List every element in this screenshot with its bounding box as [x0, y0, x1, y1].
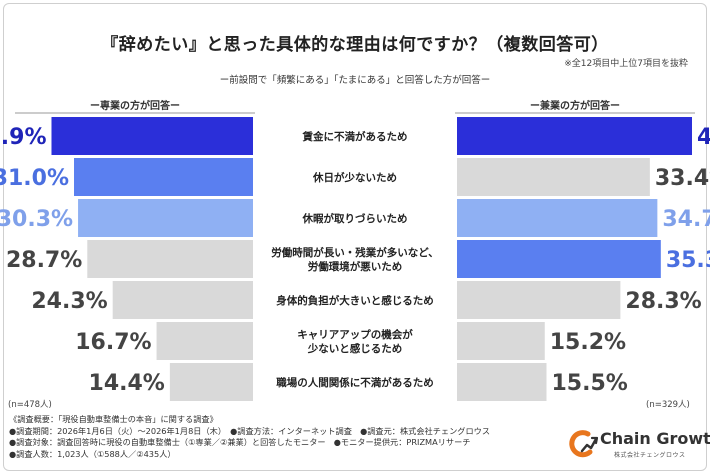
right-value-label: 34.7% — [662, 207, 710, 232]
category-label: 労働環境が悪いため — [308, 260, 403, 273]
logo-wordmark: Chain Growth — [600, 429, 710, 448]
category-label: 賃金に不満があるため — [302, 130, 408, 143]
category-label: 休暇が取りづらいため — [302, 212, 408, 225]
survey-footnotes: 《調査概要：「現役自動車整備士の本音」に関する調査》 ●調査期間：2026年1月… — [9, 414, 490, 460]
right-bar — [457, 281, 621, 319]
left-value-label: 24.3% — [31, 289, 107, 314]
right-value-label: 40.7% — [697, 125, 710, 150]
footnote-line: ●調査人数：1,023人（①588人／②435人） — [9, 448, 176, 459]
left-value-label: 30.3% — [0, 207, 73, 232]
left-bar — [156, 322, 253, 360]
right-bar — [457, 158, 650, 196]
footnote-line: 《調査概要：「現役自動車整備士の本音」に関する調査》 — [9, 414, 218, 424]
left-value-label: 16.7% — [75, 330, 151, 355]
category-label: キャリアアップの機会が — [297, 328, 413, 341]
left-value-label: 14.4% — [89, 371, 165, 396]
right-bar — [457, 363, 547, 401]
category-label: 職場の人間関係に不満があるため — [276, 376, 434, 389]
chart-title: 『辞めたい』と思った具体的な理由は何ですか？（複数回答可） — [101, 35, 609, 55]
right-bar — [457, 199, 658, 237]
right-bar — [457, 240, 661, 278]
right-sample-size: (n=329人) — [646, 400, 690, 410]
footnote-line: ●調査期間：2026年1月6日（火）〜2026年1月8日（木） ●調査方法：イン… — [9, 425, 491, 436]
category-label: 身体的負担が大きいと感じるため — [276, 294, 434, 307]
left-sample-size: (n=478人) — [8, 400, 52, 410]
right-value-label: 15.5% — [551, 371, 627, 396]
chart-note: ※全12項目中上位7項目を抜粋 — [564, 59, 688, 69]
category-label: 休日が少ないため — [312, 171, 397, 184]
chart-subtitle: ー前設問で「頻繁にある」「たまにある」と回答した方が回答ー — [219, 75, 491, 86]
left-bar — [78, 199, 254, 237]
category-label: 労働時間が長い・残業が多いなど、 — [271, 246, 438, 259]
left-value-label: 28.7% — [6, 248, 82, 273]
left-bar — [51, 117, 253, 155]
category-label: 少ないと感じるため — [307, 342, 403, 355]
left-bar — [74, 158, 253, 196]
chain-growth-logo-mark — [569, 430, 598, 458]
right-series-header: ー兼業の方が回答ー — [530, 101, 620, 112]
left-bar — [112, 281, 253, 319]
right-value-label: 35.3% — [666, 248, 710, 273]
left-series-header: ー専業の方が回答ー — [90, 101, 180, 112]
right-value-label: 15.2% — [550, 330, 626, 355]
right-bar — [457, 117, 692, 155]
right-value-label: 28.3% — [625, 289, 701, 314]
left-value-label: 31.0% — [0, 166, 69, 191]
logo-company-name: 株式会社チェングロウス — [614, 452, 686, 459]
footnote-line: ●調査対象：調査回答時に現役の自動車整備士（①専業／②兼業）と回答したモニター … — [9, 437, 471, 448]
left-bar — [87, 240, 253, 278]
chain-growth-logo: Chain Growth 株式会社チェングロウス — [566, 427, 710, 463]
right-value-label: 33.4% — [655, 166, 710, 191]
right-bar — [457, 322, 545, 360]
left-value-label: 34.9% — [0, 125, 46, 150]
left-bar — [169, 363, 253, 401]
